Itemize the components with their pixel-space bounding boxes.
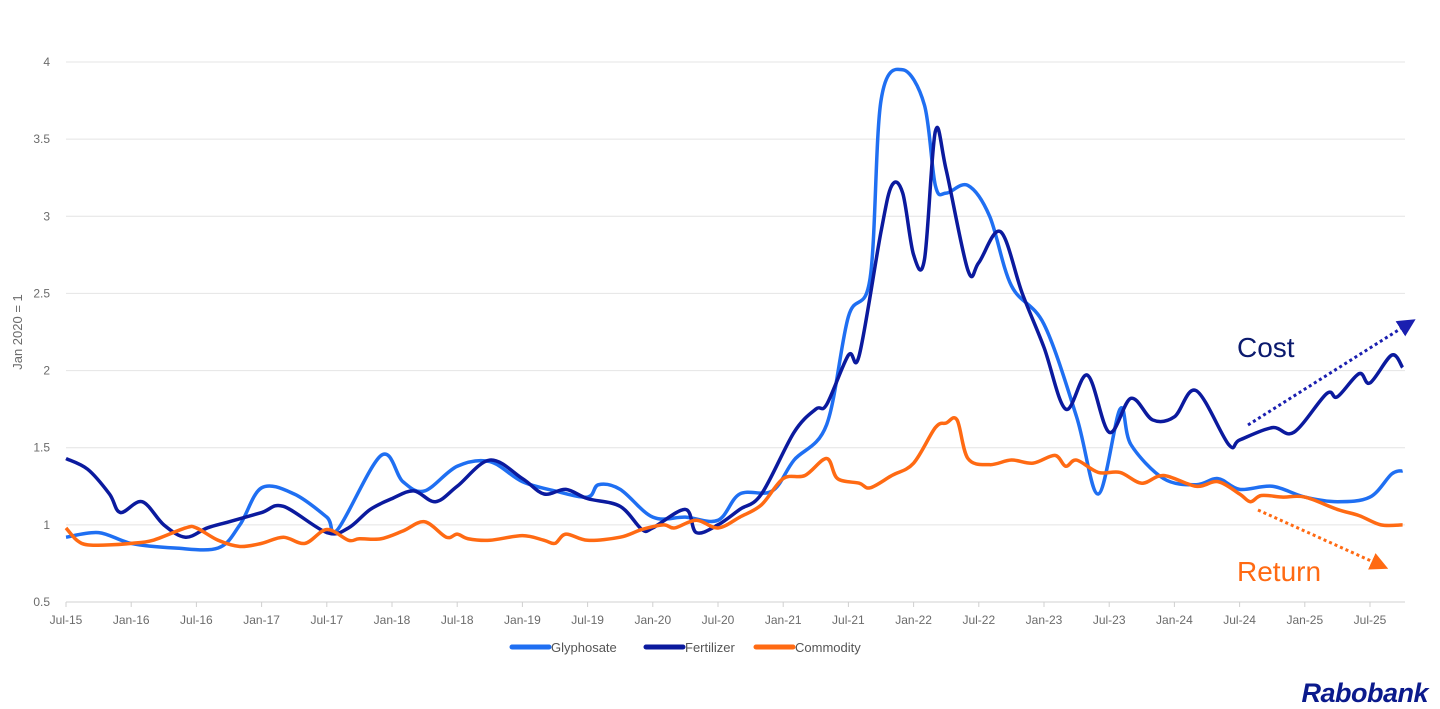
y-tick-label: 1.5	[33, 441, 50, 455]
y-tick-label: 2	[43, 364, 50, 378]
x-tick-label: Jan-18	[374, 613, 411, 627]
series-line-commodity	[64, 416, 1403, 549]
x-tick-label: Jan-22	[895, 613, 932, 627]
x-tick-label: Jan-17	[243, 613, 280, 627]
cost-annotation: Cost	[1237, 332, 1295, 363]
y-axis-label: Jan 2020 = 1	[10, 294, 25, 370]
y-tick-label: 4	[43, 55, 50, 69]
x-tick-label: Jan-21	[765, 613, 802, 627]
x-tick-label: Jan-23	[1026, 613, 1063, 627]
x-tick-label: Jan-19	[504, 613, 541, 627]
return-arrow	[1257, 508, 1389, 570]
x-tick-label: Jul-15	[50, 613, 83, 627]
y-tick-label: 2.5	[33, 286, 50, 300]
x-tick-label: Jul-22	[962, 613, 995, 627]
x-tick-label: Jan-24	[1156, 613, 1193, 627]
annotations: Cost Return	[1237, 319, 1416, 587]
y-tick-label: 1	[43, 518, 50, 532]
legend-label-glyphosate: Glyphosate	[551, 640, 617, 655]
x-tick-label: Jul-23	[1093, 613, 1126, 627]
x-tick-label: Jul-25	[1354, 613, 1387, 627]
x-tick-label: Jan-20	[634, 613, 671, 627]
x-tick-label: Jul-17	[310, 613, 343, 627]
series-line-glyphosate	[65, 67, 1404, 552]
x-tick-label: Jul-24	[1223, 613, 1256, 627]
y-axis-ticks: 0.5 1 1.5 2 2.5 3 3.5 4	[33, 55, 50, 609]
x-tick-label: Jul-19	[571, 613, 604, 627]
y-tick-label: 3	[43, 209, 50, 223]
cost-arrow	[1247, 319, 1416, 427]
x-tick-label: Jul-20	[702, 613, 735, 627]
x-tick-label: Jan-16	[113, 613, 150, 627]
rabobank-logo: Rabobank	[1301, 678, 1428, 708]
x-tick-label: Jul-18	[441, 613, 474, 627]
series-lines	[64, 67, 1405, 552]
x-tick-label: Jul-16	[180, 613, 213, 627]
x-axis-ticks: Jul-15 Jan-16 Jul-16 Jan-17 Jul-17 Jan-18 Jul-…	[50, 602, 1387, 627]
y-tick-label: 3.5	[33, 132, 50, 146]
legend-label-fertilizer: Fertilizer	[685, 640, 736, 655]
legend-label-commodity: Commodity	[795, 640, 861, 655]
x-tick-label: Jul-21	[832, 613, 865, 627]
legend: Glyphosate Fertilizer Commodity	[509, 640, 861, 655]
y-tick-label: 0.5	[33, 595, 50, 609]
gridlines	[66, 61, 1405, 603]
series-line-fertilizer	[65, 125, 1405, 539]
x-tick-label: Jan-25	[1286, 613, 1323, 627]
return-annotation: Return	[1237, 556, 1321, 587]
